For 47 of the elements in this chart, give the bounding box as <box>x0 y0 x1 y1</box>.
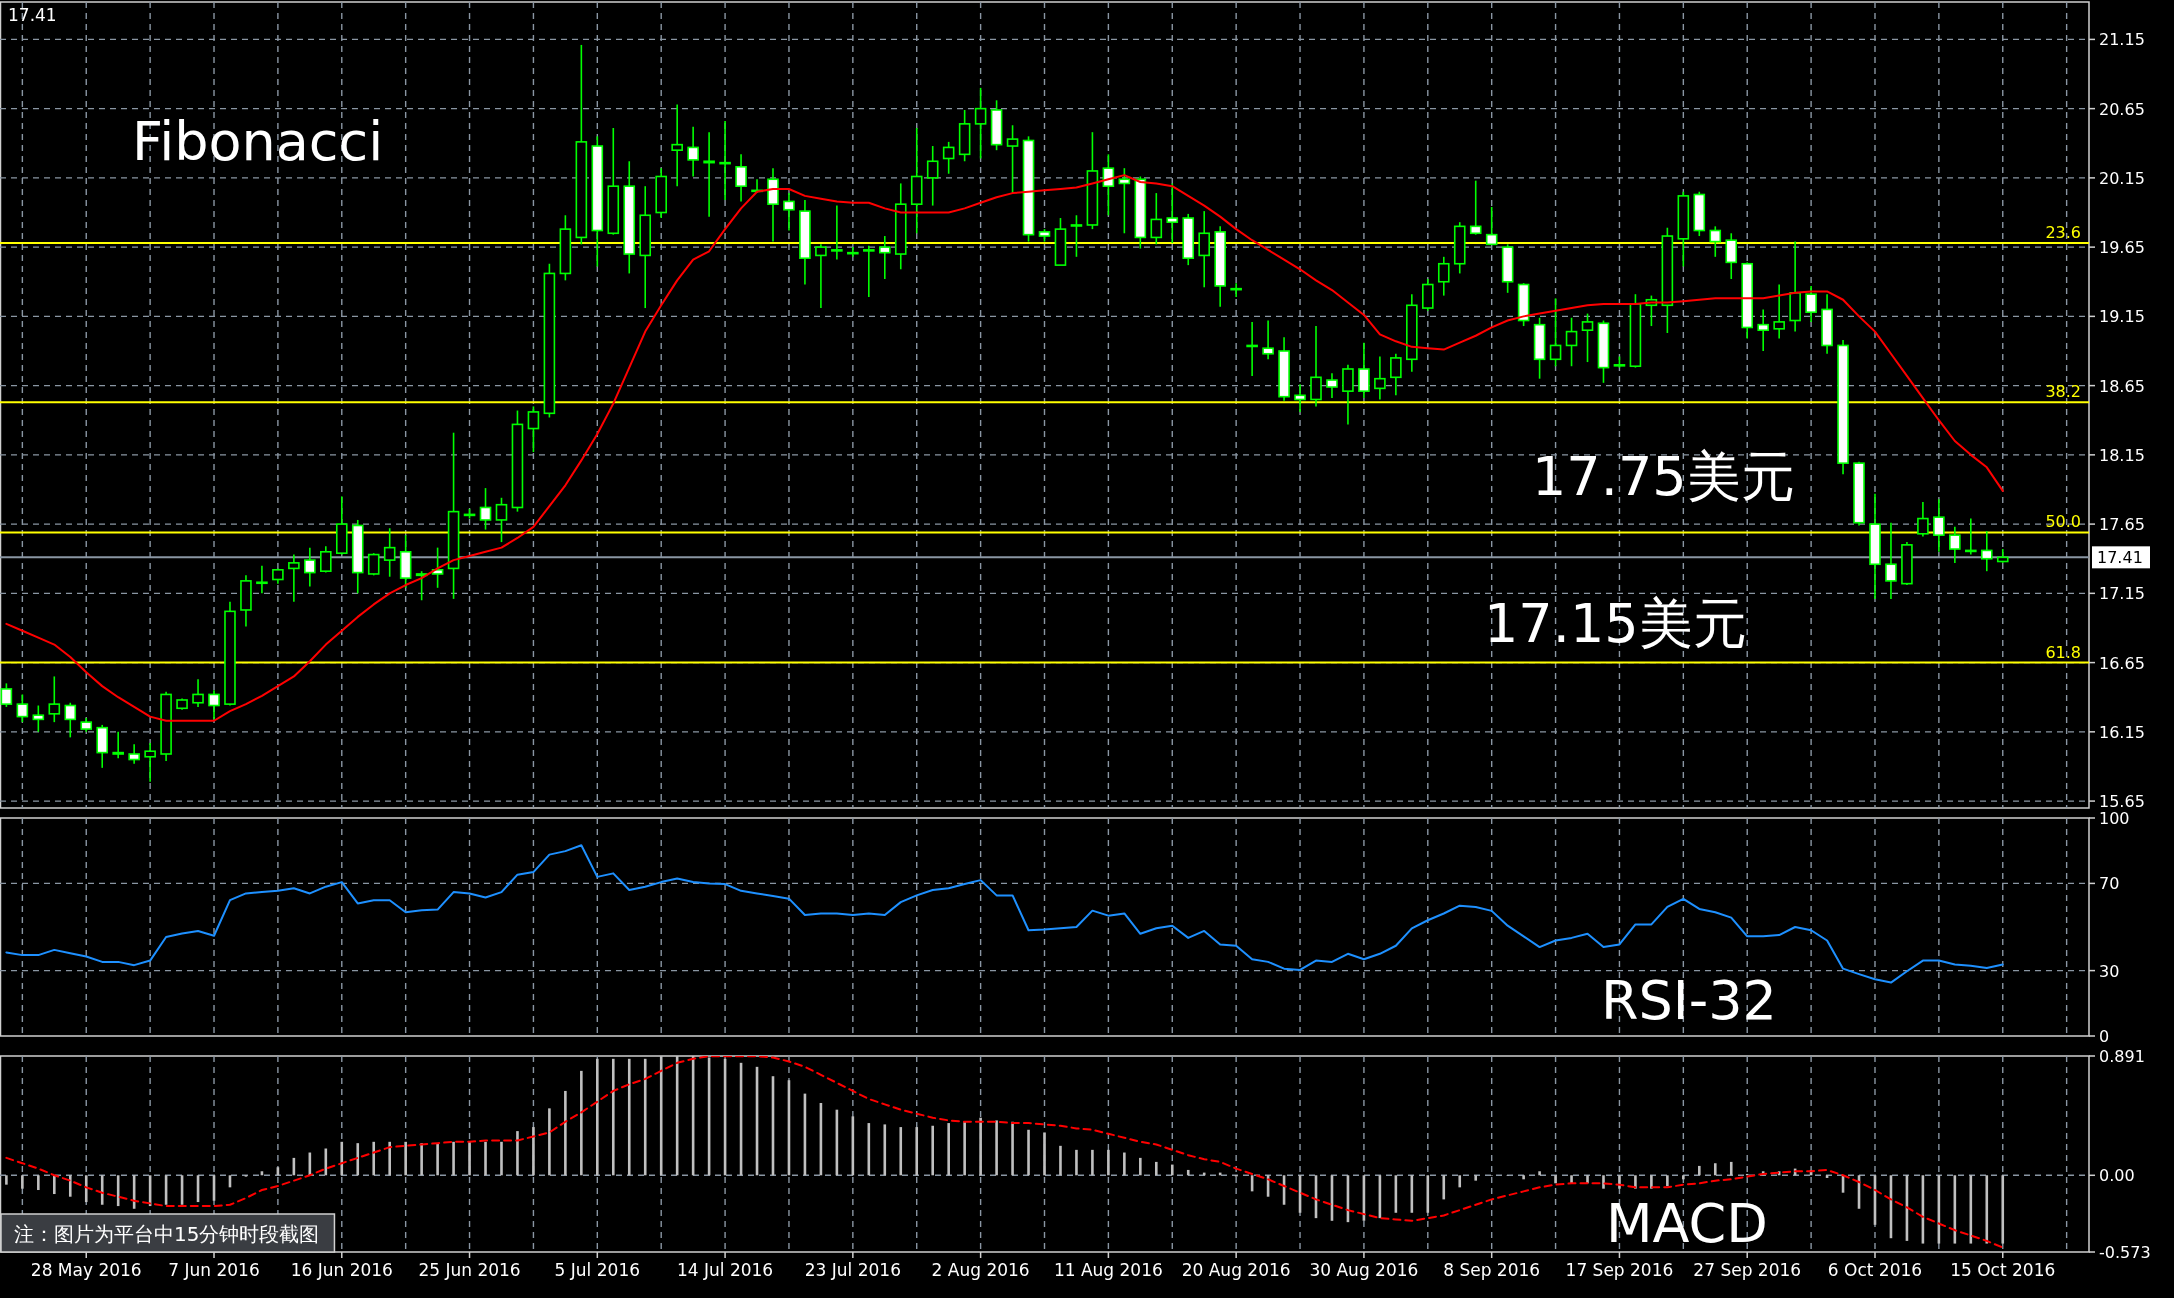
annotation: MACD <box>1606 1192 1768 1255</box>
x-tick-label: 17 Sep 2016 <box>1565 1260 1674 1280</box>
x-tick-label: 14 Jul 2016 <box>676 1260 774 1280</box>
annotation: 23.6 <box>2045 222 2081 242</box>
x-tick-label: 11 Aug 2016 <box>1053 1260 1163 1280</box>
ref-line-label: 17.41 <box>2097 548 2143 568</box>
x-tick-label: 16 Jun 2016 <box>290 1260 393 1280</box>
y-tick-label: 0.891 <box>2099 1047 2145 1066</box>
annotation: 17.15美元 <box>1484 592 1747 655</box>
y-tick-label: 19.65 <box>2099 238 2145 258</box>
y-tick-label: 0.00 <box>2099 1166 2135 1186</box>
x-tick-label: 23 Jul 2016 <box>804 1260 901 1280</box>
x-tick-label: 30 Aug 2016 <box>1309 1260 1419 1280</box>
annotation: 50.0 <box>2045 512 2081 532</box>
y-tick-label: 20.15 <box>2099 168 2145 188</box>
y-tick-label: 100 <box>2099 809 2130 828</box>
x-tick-label: 25 Jun 2016 <box>418 1260 521 1280</box>
annotation: 38.2 <box>2045 382 2081 402</box>
annotation: Fibonacci <box>132 110 384 173</box>
y-tick-label: 16.65 <box>2099 653 2145 673</box>
y-tick-label: 21.15 <box>2099 30 2145 50</box>
annotation: 17.41 <box>8 5 57 25</box>
x-tick-label: 2 Aug 2016 <box>931 1260 1030 1280</box>
y-tick-label: 70 <box>2099 874 2120 894</box>
x-tick-label: 28 May 2016 <box>30 1260 142 1280</box>
annotation: 注：图片为平台中15分钟时段截图 <box>14 1222 320 1246</box>
y-tick-label: 18.15 <box>2099 445 2145 465</box>
y-tick-label: 17.65 <box>2099 515 2145 535</box>
y-tick-label: 30 <box>2099 961 2120 981</box>
x-tick-label: 20 Aug 2016 <box>1181 1260 1291 1280</box>
x-tick-label: 5 Jul 2016 <box>554 1260 641 1280</box>
y-tick-label: 16.15 <box>2099 722 2145 742</box>
y-tick-label: 19.15 <box>2099 307 2145 327</box>
y-tick-label: 0 <box>2099 1027 2110 1046</box>
annotation: RSI-32 <box>1601 969 1777 1032</box>
y-tick-label: 18.65 <box>2099 376 2145 396</box>
annotation: 61.8 <box>2045 642 2081 662</box>
x-tick-label: 15 Oct 2016 <box>1950 1260 2056 1280</box>
x-tick-label: 6 Oct 2016 <box>1827 1260 1923 1280</box>
y-tick-label: 20.65 <box>2099 99 2145 119</box>
y-tick-label: 17.15 <box>2099 584 2145 604</box>
x-tick-label: 27 Sep 2016 <box>1693 1260 1802 1280</box>
annotation: 17.75美元 <box>1532 445 1795 508</box>
y-tick-label: -0.573 <box>2099 1243 2151 1262</box>
x-tick-label: 8 Sep 2016 <box>1443 1260 1541 1280</box>
y-tick-label: 15.65 <box>2099 792 2145 812</box>
x-tick-label: 7 Jun 2016 <box>168 1260 260 1280</box>
